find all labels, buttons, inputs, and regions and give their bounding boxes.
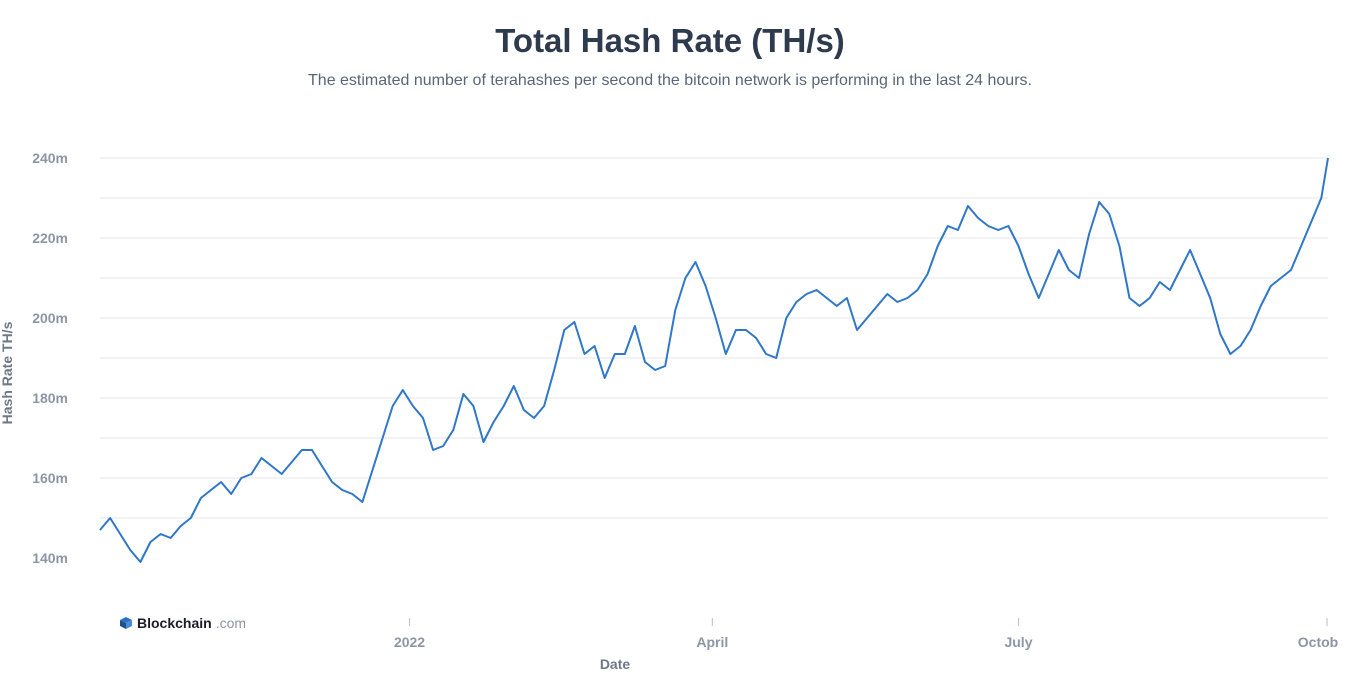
y-tick-label: 140m xyxy=(32,550,68,566)
blockchain-logo: Blockchain .com xyxy=(119,615,246,631)
y-tick-label: 240m xyxy=(32,150,68,166)
x-axis-ticks: 2022 April July Octob xyxy=(394,618,1338,650)
x-tick-label: Octob xyxy=(1298,634,1338,650)
logo-name: Blockchain xyxy=(137,615,212,631)
y-axis-ticks: 140m 160m 180m 200m 220m 240m xyxy=(32,150,68,566)
chart-subtitle: The estimated number of terahashes per s… xyxy=(308,72,1032,89)
y-axis-title: Hash Rate TH/s xyxy=(0,321,15,424)
y-tick-label: 200m xyxy=(32,310,68,326)
x-axis-title: Date xyxy=(600,656,631,672)
chart-title: Total Hash Rate (TH/s) xyxy=(495,22,845,59)
x-tick-label: 2022 xyxy=(394,634,425,650)
x-tick-label: July xyxy=(1004,634,1032,650)
y-tick-label: 220m xyxy=(32,230,68,246)
y-tick-label: 160m xyxy=(32,470,68,486)
hash-rate-line xyxy=(99,157,1329,563)
blockchain-cube-icon xyxy=(120,617,132,629)
x-tick-label: April xyxy=(696,634,728,650)
y-tick-label: 180m xyxy=(32,390,68,406)
logo-domain: .com xyxy=(215,615,247,631)
grid-lines xyxy=(100,157,1328,519)
